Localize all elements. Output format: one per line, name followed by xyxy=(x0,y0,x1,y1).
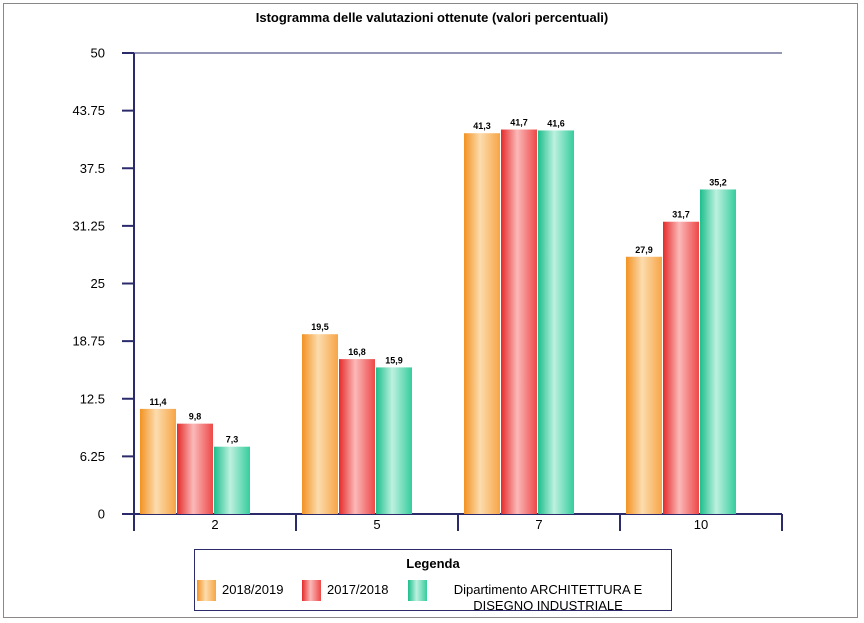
data-label: 41,3 xyxy=(473,121,491,131)
y-tick-label: 31.25 xyxy=(72,218,105,233)
y-tick-label: 18.75 xyxy=(72,334,105,349)
y-tick-label: 25 xyxy=(91,276,105,291)
bar xyxy=(376,367,412,514)
bar xyxy=(177,423,213,514)
legend-label: 2018/2019 xyxy=(222,582,284,597)
data-label: 31,7 xyxy=(672,210,690,220)
labels: 11,4 9,8 7,3 19,5 16,8 15,9 41,3 41,7 41,6 27,9 31… xyxy=(149,118,726,445)
data-label: 7,3 xyxy=(226,435,239,445)
legend-item-dipartimento: Dipartimento ARCHITETTURA E DISEGNO INDU… xyxy=(408,580,663,614)
legend-swatch xyxy=(197,580,216,601)
legend-title: Legenda xyxy=(406,556,460,571)
legend-swatch xyxy=(408,580,427,601)
y-tick-label: 43.75 xyxy=(72,103,105,118)
data-label: 11,4 xyxy=(149,397,166,407)
bar xyxy=(464,133,500,515)
bar xyxy=(538,130,574,514)
x-tick-label: 10 xyxy=(694,517,708,532)
bar xyxy=(302,334,338,514)
bars xyxy=(140,129,736,515)
x-tick-label: 2 xyxy=(211,517,218,532)
bar xyxy=(140,408,176,514)
data-label: 35,2 xyxy=(709,177,727,187)
data-label: 41,6 xyxy=(547,118,565,128)
bar xyxy=(663,221,699,514)
x-tick-label: 5 xyxy=(373,517,380,532)
data-label: 19,5 xyxy=(311,322,329,332)
x-tick-label: 7 xyxy=(535,517,542,532)
bar xyxy=(214,446,250,514)
bar xyxy=(339,359,375,514)
bar xyxy=(700,189,736,514)
data-label: 9,8 xyxy=(189,412,202,422)
bar xyxy=(626,256,662,514)
data-label: 15,9 xyxy=(385,355,403,365)
chart-title: Istogramma delle valutazioni ottenute (v… xyxy=(255,10,609,25)
legend-swatch xyxy=(302,580,321,601)
legend-item-2017-2018: 2017/2018 xyxy=(302,580,389,601)
y-tick-label: 50 xyxy=(91,46,105,61)
y-tick-label: 37.5 xyxy=(80,161,105,176)
bar xyxy=(501,129,537,514)
legend-label: 2017/2018 xyxy=(327,582,389,597)
y-tick-label: 6.25 xyxy=(80,449,105,464)
data-label: 41,7 xyxy=(510,118,528,128)
data-label: 27,9 xyxy=(635,245,653,255)
legend: Legenda 2018/2019 2017/2018 Dipartimento… xyxy=(194,549,672,614)
data-label: 16,8 xyxy=(348,347,366,357)
legend-label: Dipartimento ARCHITETTURA E DISEGNO INDU… xyxy=(453,582,643,613)
y-tick-label: 0 xyxy=(98,507,105,522)
y-tick-label: 12.5 xyxy=(80,391,105,406)
legend-item-2018-2019: 2018/2019 xyxy=(197,580,284,601)
